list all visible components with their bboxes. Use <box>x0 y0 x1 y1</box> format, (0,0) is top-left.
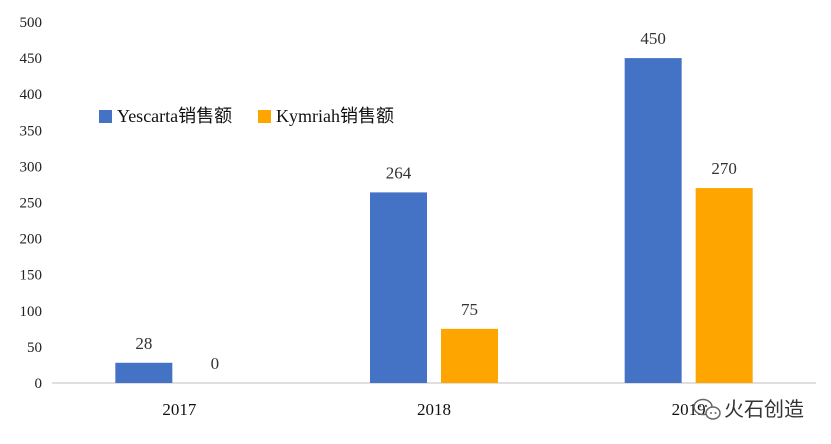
y-tick-label: 50 <box>27 340 42 356</box>
y-tick-label: 200 <box>20 232 43 248</box>
data-label: 270 <box>711 159 737 178</box>
legend: Yescarta销售额 Kymriah销售额 <box>99 106 394 126</box>
y-tick-label: 100 <box>20 304 43 320</box>
y-tick-label: 450 <box>20 51 43 67</box>
watermark-text: 火石创造 <box>724 397 804 421</box>
data-label: 75 <box>461 300 478 319</box>
x-tick-label: 2017 <box>162 400 197 419</box>
y-axis: 0 50 100 150 200 250 300 350 400 450 500 <box>20 15 43 392</box>
y-tick-label: 500 <box>20 15 43 31</box>
y-tick-label: 250 <box>20 196 43 212</box>
data-label: 0 <box>211 354 220 373</box>
data-label: 450 <box>640 29 666 48</box>
legend-label-yescarta: Yescarta销售额 <box>117 106 232 126</box>
y-tick-label: 150 <box>20 268 43 284</box>
legend-label-kymriah: Kymriah销售额 <box>276 106 394 126</box>
x-tick-label: 2019 <box>672 400 706 419</box>
bar-kymriah <box>441 328 498 383</box>
bar-yescarta <box>370 192 427 383</box>
data-label: 264 <box>386 163 412 182</box>
data-label: 28 <box>135 334 152 353</box>
x-axis: 2017 2018 2019 <box>162 400 705 419</box>
bar-kymriah <box>695 188 753 383</box>
watermark: 火石创造 <box>693 397 804 421</box>
bar-yescarta <box>624 58 682 383</box>
y-tick-label: 400 <box>20 87 43 103</box>
y-tick-label: 0 <box>35 376 43 392</box>
wechat-icon <box>693 398 721 420</box>
x-tick-label: 2018 <box>417 400 451 419</box>
legend-swatch-kymriah <box>258 110 271 123</box>
bars: 28 0 264 75 450 270 <box>115 29 753 383</box>
y-tick-label: 350 <box>20 123 43 139</box>
legend-swatch-yescarta <box>99 110 112 123</box>
y-tick-label: 300 <box>20 159 43 175</box>
bar-yescarta <box>115 362 173 383</box>
